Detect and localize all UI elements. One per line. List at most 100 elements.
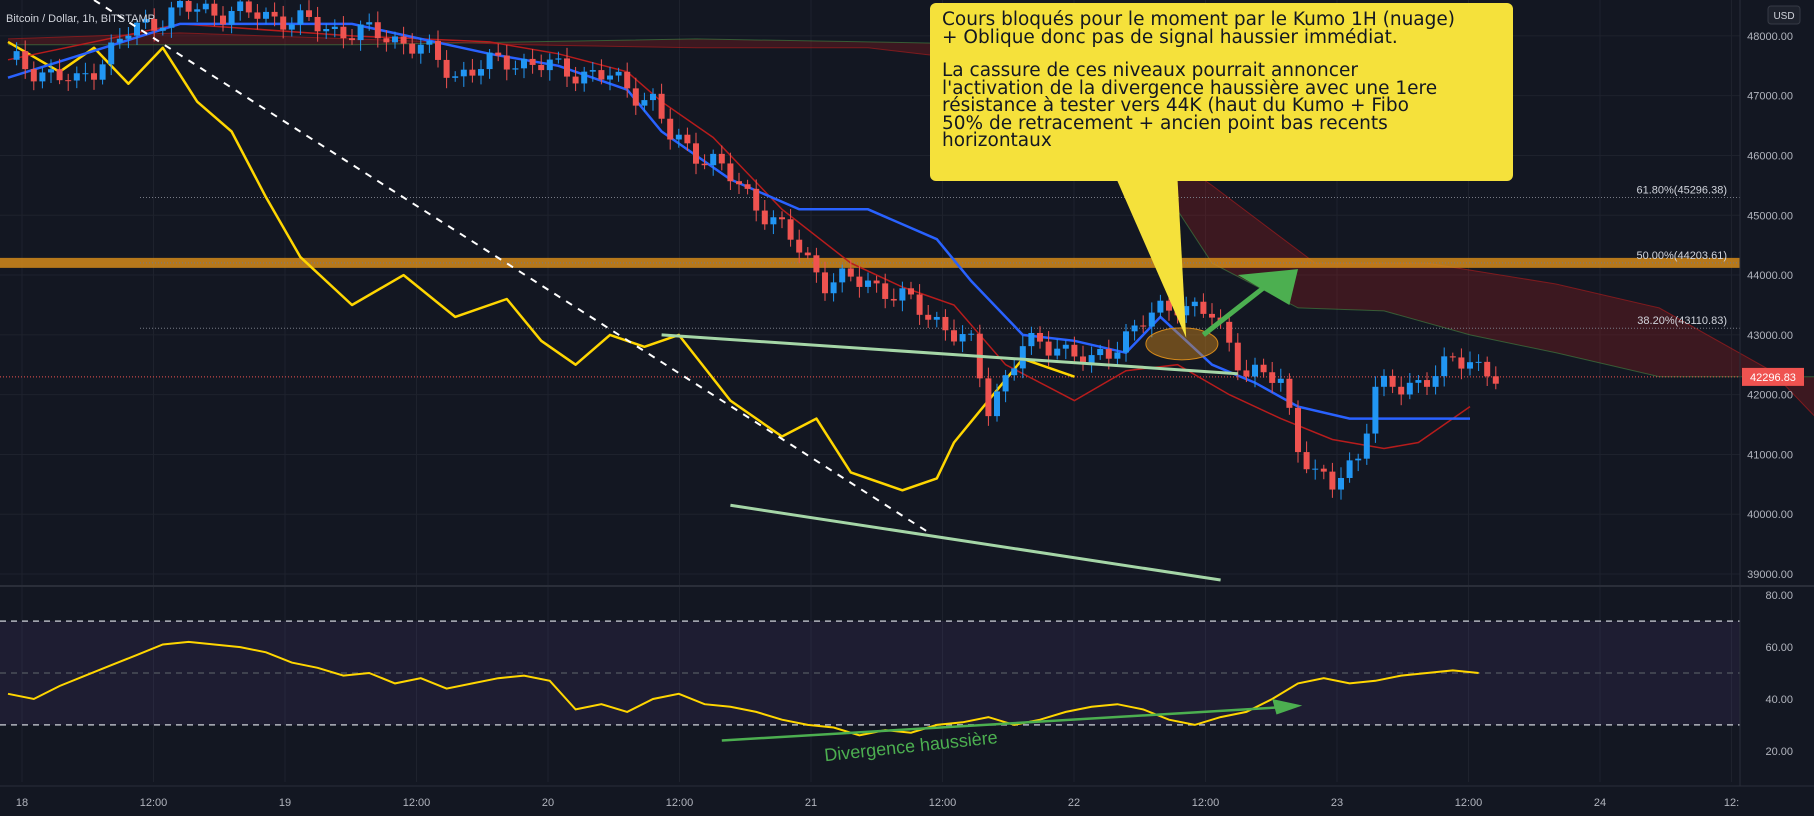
candle-body: [1415, 380, 1422, 383]
candle-body: [1484, 361, 1491, 377]
candle-body: [185, 0, 192, 12]
x-tick-label: 20: [542, 797, 554, 809]
candle-body: [761, 210, 768, 225]
candle-body: [546, 59, 553, 71]
kijun-sen: [7, 23, 1471, 450]
candle-body: [1355, 458, 1362, 461]
candle-body: [1398, 386, 1405, 395]
x-tick-label: 22: [1068, 797, 1080, 809]
x-tick-label: 12:00: [1192, 797, 1220, 809]
x-tick-label: 12:00: [403, 797, 431, 809]
callout-line-6: 50% de retracement + ancien point bas re…: [942, 112, 1388, 134]
candle-body: [30, 69, 37, 82]
candle-body: [426, 40, 433, 45]
candle-body: [581, 71, 588, 84]
symbol-title: Bitcoin / Dollar, 1h, BITSTAMP: [6, 13, 155, 25]
y-tick-label: 40000.00: [1747, 509, 1793, 521]
candle-body: [22, 51, 29, 70]
candle-body: [1011, 368, 1018, 376]
candle-body: [409, 43, 416, 54]
y-tick-label: 39000.00: [1747, 569, 1793, 581]
candle-body: [486, 52, 493, 70]
fibonacci-levels: 61.80%(45296.38) 50.00%(44203.61) 38.20%(4…: [0, 185, 1740, 378]
x-tick-label: 24: [1594, 797, 1606, 809]
y-tick-label: 41000.00: [1747, 449, 1793, 461]
currency-button[interactable]: [1767, 5, 1801, 25]
candle-body: [641, 100, 648, 106]
candle-body: [959, 334, 966, 342]
candle-body: [770, 217, 777, 225]
candle-body: [564, 58, 570, 77]
dashed-trendline: [93, 0, 929, 534]
rsi-tick-label: 40.00: [1765, 694, 1793, 706]
candle-body: [1123, 331, 1129, 353]
candle-body: [306, 10, 312, 17]
y-tick-label: 43000.00: [1747, 330, 1793, 342]
candle-body: [908, 288, 914, 295]
fib-level-label: 50.00%(44203.61): [1636, 250, 1727, 262]
channel-trendline: [730, 503, 1221, 582]
candle-body: [607, 75, 613, 80]
candle-body: [718, 153, 725, 164]
rsi-pane: Divergence haussière: [0, 620, 1740, 765]
candle-body: [91, 73, 97, 80]
candle-body: [933, 316, 940, 320]
candle-body: [1346, 460, 1353, 478]
candle-body: [839, 268, 846, 283]
candle-body: [822, 272, 828, 294]
candle-body: [452, 76, 459, 78]
candle-body: [1467, 362, 1473, 369]
candle-body: [374, 22, 381, 39]
currency-label: USD: [1773, 11, 1794, 22]
candle-body: [48, 69, 54, 73]
candle-body: [1183, 306, 1190, 316]
candle-body: [400, 36, 407, 44]
candle-body: [297, 10, 304, 25]
candle-body: [82, 73, 89, 75]
rsi-tick-label: 20.00: [1765, 746, 1793, 758]
candle-body: [589, 70, 596, 72]
candle-body: [1338, 477, 1344, 490]
candle-body: [245, 1, 252, 13]
callout-pointer: [1117, 181, 1187, 338]
candle-body: [598, 70, 605, 80]
candle-body: [804, 252, 811, 256]
candle-body: [555, 58, 562, 60]
candle-body: [1166, 300, 1172, 311]
last-price-label: 42296.83: [1750, 372, 1796, 384]
callout-line-5: résistance à tester vers 44K (haut du Ku…: [942, 95, 1409, 116]
candle-body: [1449, 356, 1456, 358]
candle-body: [1148, 312, 1155, 327]
target-arrow-shaft: [1201, 279, 1274, 337]
x-tick-label: 12:: [1724, 797, 1739, 809]
rsi-line: [7, 640, 1479, 737]
candle-body: [873, 280, 880, 284]
candle-body: [288, 24, 295, 30]
candle-body: [1363, 433, 1370, 459]
candle-body: [159, 27, 166, 31]
candle-body: [134, 22, 140, 36]
candle-body: [899, 288, 906, 301]
candle-body: [1286, 378, 1293, 408]
candle-body: [202, 3, 209, 10]
y-tick-label: 42000.00: [1747, 390, 1793, 402]
candle-body: [263, 11, 269, 19]
candle-body: [99, 64, 106, 80]
candle-body: [1303, 452, 1310, 470]
candle-body: [916, 294, 923, 315]
candle-body: [314, 16, 321, 32]
candle-body: [331, 26, 338, 29]
candle-body: [1312, 468, 1319, 470]
chikou-span: [7, 40, 1075, 492]
candle-body: [512, 68, 519, 70]
target-arrow-head: [1237, 269, 1298, 305]
candle-body: [151, 18, 158, 31]
x-tick-label: 18: [16, 797, 28, 809]
candle-body: [796, 239, 803, 253]
candle-body: [856, 276, 863, 287]
candle-body: [1131, 325, 1138, 332]
candle-body: [744, 184, 751, 189]
candle-body: [1088, 355, 1095, 363]
candle-body: [220, 15, 226, 25]
